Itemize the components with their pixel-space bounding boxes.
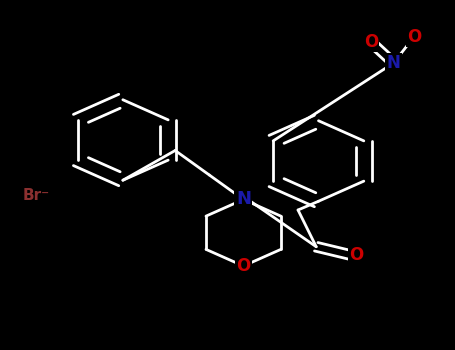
Text: O: O (236, 257, 251, 275)
Text: O: O (364, 33, 378, 51)
Text: N: N (387, 54, 400, 72)
Text: N: N (236, 190, 251, 209)
Text: Br⁻: Br⁻ (23, 189, 50, 203)
Text: O: O (407, 28, 421, 46)
Text: O: O (349, 246, 364, 265)
